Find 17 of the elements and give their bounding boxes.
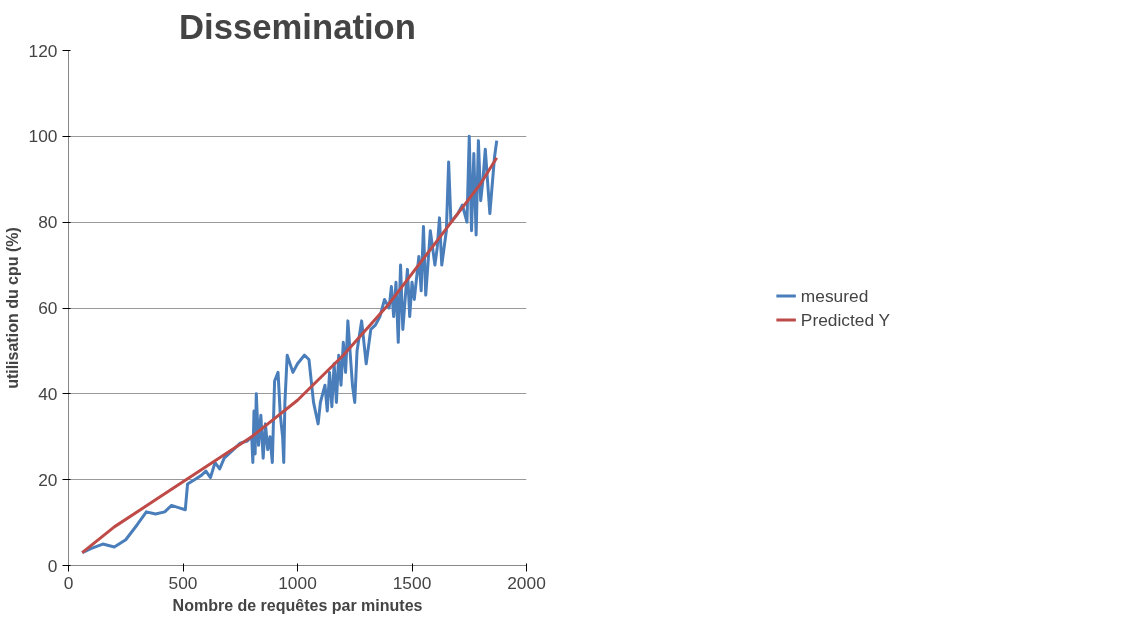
- x-tick-label: 2000: [507, 572, 546, 593]
- y-tick-label: 120: [28, 40, 58, 61]
- y-tick-label: 80: [38, 212, 58, 233]
- y-tick-label: 100: [28, 126, 58, 147]
- legend-label: mesured: [800, 285, 869, 306]
- x-tick-label: 1500: [392, 572, 432, 593]
- y-tick-label: 20: [38, 469, 58, 490]
- legend-label: Predicted Y: [800, 309, 891, 330]
- y-tick-label: 0: [47, 555, 58, 576]
- x-tick-label: 500: [168, 572, 198, 593]
- x-tick-label: 0: [63, 572, 74, 593]
- y-tick-label: 40: [38, 383, 58, 404]
- x-axis-title: Nombre de requêtes par minutes: [172, 596, 423, 614]
- y-tick-label: 60: [38, 298, 58, 318]
- x-tick-label: 1000: [278, 572, 317, 593]
- chart-title: Dissemination: [179, 7, 416, 46]
- y-axis-title: utilisation du cpu (%): [3, 227, 21, 389]
